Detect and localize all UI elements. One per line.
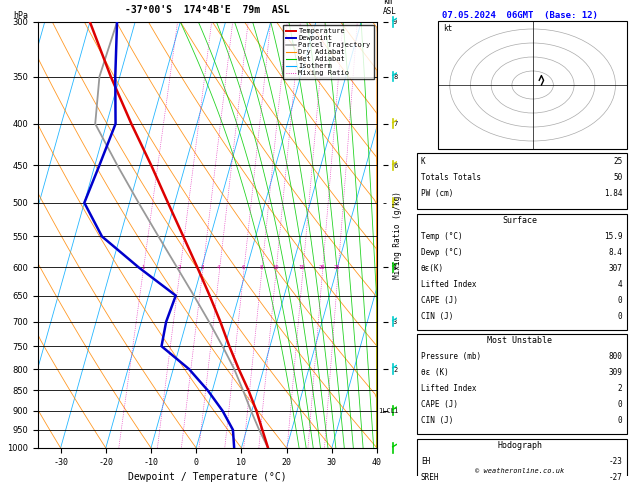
Text: SREH: SREH [421,473,440,482]
FancyBboxPatch shape [416,154,627,209]
Text: 20: 20 [318,265,325,270]
Text: hPa: hPa [13,11,28,19]
Text: 8.4: 8.4 [608,248,623,257]
Text: 0: 0 [618,400,623,409]
Text: 0: 0 [618,295,623,305]
Text: 4: 4 [618,280,623,289]
Text: © weatheronline.co.uk: © weatheronline.co.uk [475,468,564,474]
Text: 25: 25 [613,157,623,166]
Text: Totals Totals: Totals Totals [421,173,481,182]
Text: 25: 25 [333,265,340,270]
Text: 3: 3 [201,265,204,270]
Text: -23: -23 [608,457,623,466]
Text: Lifted Index: Lifted Index [421,280,476,289]
Text: 1LCL: 1LCL [378,408,395,414]
Text: 8: 8 [259,265,262,270]
FancyBboxPatch shape [416,439,627,486]
Text: km
ASL: km ASL [383,0,397,16]
Text: 15: 15 [299,265,305,270]
Text: 1.84: 1.84 [604,189,623,198]
Text: CAPE (J): CAPE (J) [421,295,458,305]
Text: 6: 6 [242,265,245,270]
Legend: Temperature, Dewpoint, Parcel Trajectory, Dry Adiabat, Wet Adiabat, Isotherm, Mi: Temperature, Dewpoint, Parcel Trajectory… [283,25,374,79]
FancyBboxPatch shape [416,214,627,330]
Text: 4: 4 [217,265,220,270]
Text: 2: 2 [178,265,181,270]
Text: Temp (°C): Temp (°C) [421,232,462,241]
Text: EH: EH [421,457,430,466]
Text: Surface: Surface [502,216,537,225]
Text: Hodograph: Hodograph [497,441,542,450]
Text: 50: 50 [613,173,623,182]
Text: 15.9: 15.9 [604,232,623,241]
X-axis label: Dewpoint / Temperature (°C): Dewpoint / Temperature (°C) [128,472,287,482]
Text: 309: 309 [608,368,623,377]
Text: Most Unstable: Most Unstable [487,336,552,345]
Text: 1: 1 [141,265,145,270]
FancyBboxPatch shape [416,334,627,434]
Text: -27: -27 [608,473,623,482]
Text: CIN (J): CIN (J) [421,417,454,425]
Text: kt: kt [443,24,452,33]
Text: Mixing Ratio (g/kg): Mixing Ratio (g/kg) [392,191,402,279]
Text: Dewp (°C): Dewp (°C) [421,248,462,257]
Text: 800: 800 [608,352,623,361]
Text: 0: 0 [618,417,623,425]
Text: θε (K): θε (K) [421,368,448,377]
Text: CIN (J): CIN (J) [421,312,454,321]
Text: 0: 0 [618,312,623,321]
FancyBboxPatch shape [438,21,627,149]
Text: 307: 307 [608,264,623,273]
Text: 10: 10 [272,265,279,270]
Text: PW (cm): PW (cm) [421,189,454,198]
Text: CAPE (J): CAPE (J) [421,400,458,409]
Text: 07.05.2024  06GMT  (Base: 12): 07.05.2024 06GMT (Base: 12) [442,11,598,19]
Y-axis label: hPa: hPa [0,226,2,244]
Text: Lifted Index: Lifted Index [421,384,476,393]
Text: θε(K): θε(K) [421,264,444,273]
Text: K: K [421,157,426,166]
Text: 2: 2 [618,384,623,393]
Text: -37°00'S  174°4B'E  79m  ASL: -37°00'S 174°4B'E 79m ASL [125,5,290,15]
Text: Pressure (mb): Pressure (mb) [421,352,481,361]
